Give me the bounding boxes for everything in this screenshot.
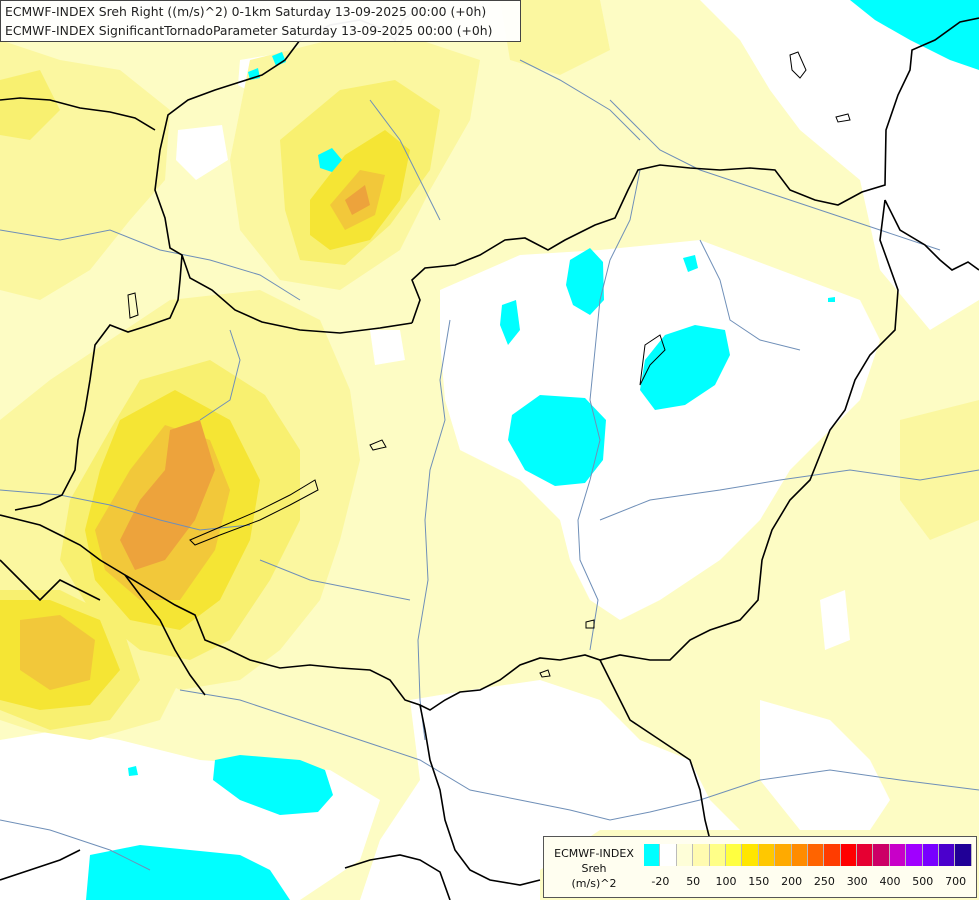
legend-swatch (725, 844, 743, 866)
legend-tick-label: 300 (846, 875, 868, 888)
legend-swatch (775, 844, 792, 866)
legend-swatch (939, 844, 956, 866)
legend-swatch (889, 844, 907, 866)
legend-source: ECMWF-INDEX (554, 847, 634, 860)
lakes (127, 51, 851, 678)
legend-tick-label: 50 (686, 875, 701, 888)
legend-swatch (857, 844, 874, 866)
legend-swatch (840, 844, 858, 866)
legend-swatch (693, 844, 710, 866)
legend-tick-label: 250 (813, 875, 835, 888)
legend-swatch (824, 844, 841, 866)
legend-swatch (873, 844, 890, 866)
legend-title: ECMWF-INDEX Sreh (m/s)^2 (548, 846, 640, 891)
legend-ticks: -20 50 100 150 200 250 300 400 500 700 (644, 875, 974, 889)
legend-swatch (758, 844, 776, 866)
legend-swatch (660, 844, 677, 866)
legend-swatch (644, 844, 661, 866)
legend-tick-label: 200 (781, 875, 803, 888)
legend-swatches (644, 844, 972, 866)
legend-swatch (742, 844, 759, 866)
title-line-stp: ECMWF-INDEX SignificantTornadoParameter … (5, 23, 493, 38)
legend-tick-label: 500 (912, 875, 934, 888)
legend-tick-label: 700 (945, 875, 967, 888)
legend-tick-label: 400 (879, 875, 901, 888)
color-legend: ECMWF-INDEX Sreh (m/s)^2 -20 50 100 150 200 2… (543, 836, 977, 898)
rivers (0, 59, 979, 871)
legend-tick-label: 150 (748, 875, 770, 888)
title-line-sreh: ECMWF-INDEX Sreh Right ((m/s)^2) 0-1km S… (5, 4, 487, 19)
legend-swatch (807, 844, 825, 866)
legend-variable: Sreh (581, 862, 607, 875)
map-title-box: ECMWF-INDEX Sreh Right ((m/s)^2) 0-1km S… (0, 0, 521, 42)
legend-swatch (709, 844, 726, 866)
orange-areas (120, 185, 370, 570)
negative-value-areas (86, 0, 979, 900)
country-borders (0, 7, 979, 900)
legend-swatch (906, 844, 923, 866)
legend-tick-label: -20 (651, 875, 670, 888)
legend-swatch (676, 844, 694, 866)
legend-tick-label: 100 (715, 875, 737, 888)
legend-swatch (955, 844, 972, 866)
legend-unit: (m/s)^2 (571, 877, 617, 890)
legend-swatch (922, 844, 940, 866)
legend-swatch (791, 844, 808, 866)
